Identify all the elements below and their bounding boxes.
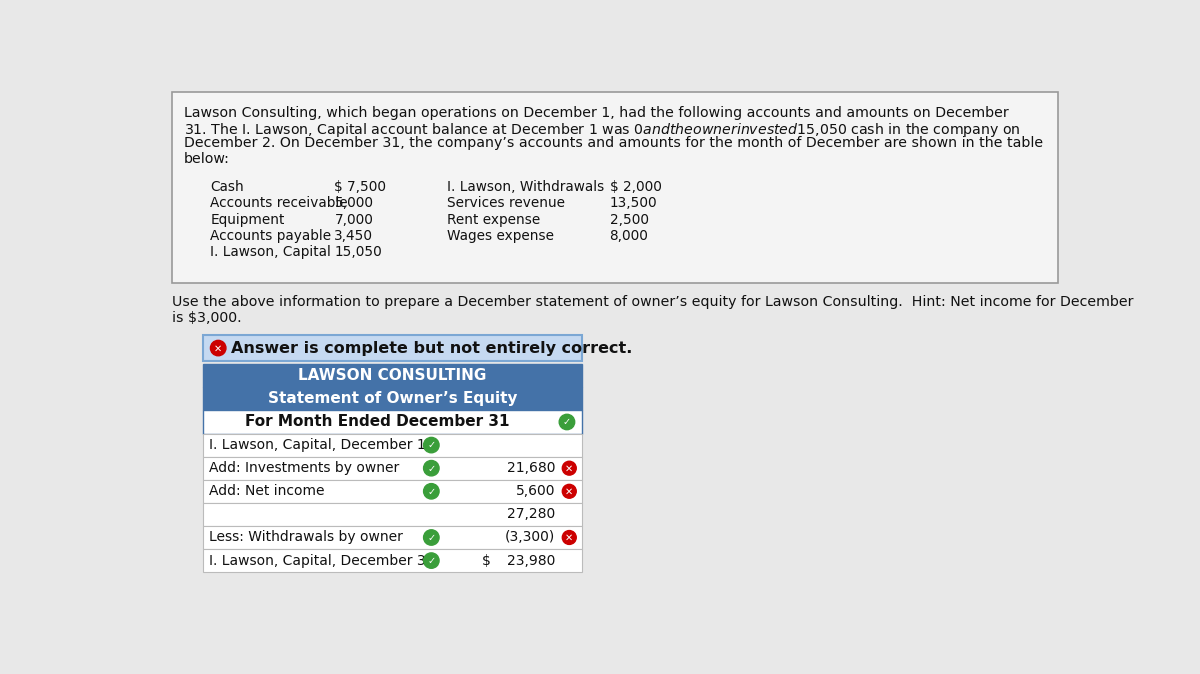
Text: 21,680: 21,680 [506, 461, 556, 475]
Text: Use the above information to prepare a December statement of owner’s equity for : Use the above information to prepare a D… [172, 295, 1133, 309]
Text: Equipment: Equipment [210, 212, 284, 226]
Circle shape [563, 461, 576, 475]
Text: Lawson Consulting, which began operations on December 1, had the following accou: Lawson Consulting, which began operation… [184, 106, 1009, 119]
Text: below:: below: [184, 152, 230, 166]
Text: ✓: ✓ [427, 441, 436, 450]
Text: Accounts receivable: Accounts receivable [210, 196, 348, 210]
Text: 3,450: 3,450 [335, 228, 373, 243]
Text: I. Lawson, Withdrawals: I. Lawson, Withdrawals [446, 180, 604, 194]
Text: ✓: ✓ [427, 533, 436, 543]
Text: ✓: ✓ [427, 464, 436, 474]
Text: Add: Investments by owner: Add: Investments by owner [209, 461, 400, 475]
Bar [203, 364, 582, 388]
Text: 2,500: 2,500 [610, 212, 648, 226]
Circle shape [424, 460, 439, 476]
Text: Wages expense: Wages expense [446, 228, 554, 243]
Text: Answer is complete but not entirely correct.: Answer is complete but not entirely corr… [230, 340, 632, 356]
Text: Accounts payable: Accounts payable [210, 228, 331, 243]
Text: $ 2,000: $ 2,000 [610, 180, 661, 194]
Bar [203, 433, 582, 457]
Bar [203, 549, 582, 572]
Text: ✕: ✕ [214, 344, 222, 353]
Bar [203, 335, 582, 361]
Text: Services revenue: Services revenue [446, 196, 565, 210]
Circle shape [424, 553, 439, 568]
Text: I. Lawson, Capital: I. Lawson, Capital [210, 245, 331, 259]
Text: LAWSON CONSULTING: LAWSON CONSULTING [299, 368, 487, 384]
Circle shape [424, 530, 439, 545]
Text: Less: Withdrawals by owner: Less: Withdrawals by owner [209, 530, 403, 545]
Text: 23,980: 23,980 [506, 553, 556, 568]
Text: 7,000: 7,000 [335, 212, 373, 226]
Text: 8,000: 8,000 [610, 228, 648, 243]
Text: ✓: ✓ [563, 417, 571, 427]
Text: (3,300): (3,300) [505, 530, 556, 545]
Text: ✓: ✓ [427, 487, 436, 497]
Text: ✕: ✕ [565, 487, 574, 497]
Bar [172, 92, 1058, 282]
Text: ✕: ✕ [565, 464, 574, 474]
Text: is $3,000.: is $3,000. [172, 311, 241, 325]
Circle shape [559, 415, 575, 430]
Text: 31. The I. Lawson, Capital account balance at December 1 was $0 and the owner in: 31. The I. Lawson, Capital account balan… [184, 121, 1021, 139]
Text: Cash: Cash [210, 180, 245, 194]
Text: For Month Ended December 31: For Month Ended December 31 [245, 415, 509, 429]
Bar [203, 388, 582, 410]
Text: I. Lawson, Capital, December 1: I. Lawson, Capital, December 1 [209, 438, 426, 452]
Bar [203, 503, 582, 526]
Text: 15,050: 15,050 [335, 245, 383, 259]
Bar [203, 410, 582, 433]
Circle shape [210, 340, 226, 356]
Text: 13,500: 13,500 [610, 196, 658, 210]
Text: Statement of Owner’s Equity: Statement of Owner’s Equity [268, 392, 517, 406]
Text: Add: Net income: Add: Net income [209, 485, 324, 498]
Text: Rent expense: Rent expense [446, 212, 540, 226]
Bar [203, 457, 582, 480]
Circle shape [563, 530, 576, 545]
Circle shape [424, 483, 439, 499]
Bar [203, 526, 582, 549]
Text: ✕: ✕ [565, 533, 574, 543]
Bar [203, 480, 582, 503]
Text: 5,600: 5,600 [516, 485, 556, 498]
Text: 5,000: 5,000 [335, 196, 373, 210]
Text: I. Lawson, Capital, December 31: I. Lawson, Capital, December 31 [209, 553, 434, 568]
Text: $: $ [481, 553, 491, 568]
Circle shape [424, 437, 439, 453]
Circle shape [563, 485, 576, 498]
Text: 27,280: 27,280 [508, 508, 556, 522]
Text: $ 7,500: $ 7,500 [335, 180, 386, 194]
Text: ✓: ✓ [427, 556, 436, 566]
Text: December 2. On December 31, the company’s accounts and amounts for the month of : December 2. On December 31, the company’… [184, 136, 1043, 150]
